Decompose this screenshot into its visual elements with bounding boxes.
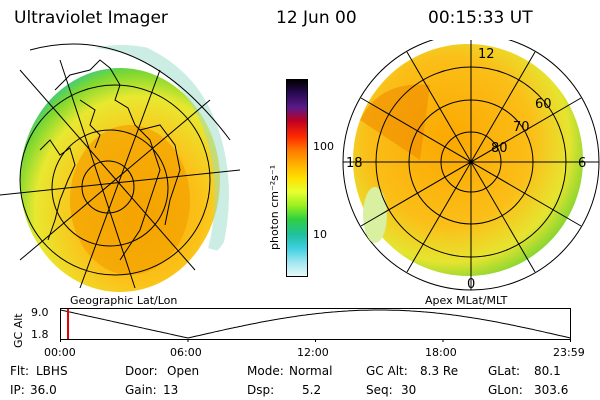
timeline-ymax-label: 9.0 xyxy=(31,306,49,319)
glat-value: 80.1 xyxy=(534,364,561,378)
right-map-caption: Apex MLat/MLT xyxy=(425,294,508,307)
ip-value: 36.0 xyxy=(30,383,57,397)
timeline-tick-0000: 00:00 xyxy=(44,346,76,359)
coastlines xyxy=(39,59,181,261)
seq-label: Seq: xyxy=(366,383,393,397)
seq-value: 30 xyxy=(401,383,417,397)
timeline-tick-1200: 12:00 xyxy=(297,346,329,359)
geographic-map xyxy=(0,43,241,292)
dsp-label: Dsp: xyxy=(247,383,275,397)
mlt-label-6: 6 xyxy=(578,156,587,171)
date-readout: 12 Jun 00 xyxy=(276,8,357,28)
mlt-label-0: 0 xyxy=(467,277,476,292)
timeline-tick-1800: 18:00 xyxy=(425,346,457,359)
lat-label-80: 80 xyxy=(491,141,508,156)
gain-value: 13 xyxy=(163,383,179,397)
gcalt-label: GC Alt: xyxy=(366,364,408,378)
glat-label: GLat: xyxy=(488,364,521,378)
color-bar xyxy=(286,79,308,277)
dsp-value: 5.2 xyxy=(302,383,322,397)
mode-value: Normal xyxy=(289,364,333,378)
door-value: Open xyxy=(167,364,200,378)
lat-label-60: 60 xyxy=(535,97,552,112)
gain-label: Gain: xyxy=(125,383,157,397)
glon-value: 303.6 xyxy=(534,383,569,397)
time-readout: 00:15:33 UT xyxy=(428,8,533,28)
left-map-caption: Geographic Lat/Lon xyxy=(70,294,178,307)
timeline-tick-2359: 23:59 xyxy=(553,346,585,359)
magnetic-polar-map xyxy=(342,40,600,291)
timeline-ymin-label: 1.8 xyxy=(31,328,49,341)
altitude-timeline xyxy=(60,308,571,342)
lat-label-70: 70 xyxy=(513,120,530,135)
instrument-title: Ultraviolet Imager xyxy=(14,8,168,28)
door-label: Door: xyxy=(125,364,158,378)
altitude-curve xyxy=(60,309,571,339)
lat-lon-grid xyxy=(0,43,241,289)
mlt-label-12: 12 xyxy=(478,47,495,62)
gcalt-value: 8.3 Re xyxy=(420,364,459,378)
flt-label: Flt: xyxy=(10,364,29,378)
flt-value: LBHS xyxy=(36,364,68,378)
mlt-label-18: 18 xyxy=(346,156,363,171)
colorbar-tick-10: 10 xyxy=(313,228,327,241)
colorbar-unit-label: photon cm⁻²s⁻¹ xyxy=(268,164,281,250)
timeline-axis-label: GC Alt xyxy=(12,313,25,348)
colorbar-tick-100: 100 xyxy=(313,140,334,153)
glon-label: GLon: xyxy=(488,383,523,397)
timeline-tick-0600: 06:00 xyxy=(170,346,202,359)
mlat-mlt-grid xyxy=(343,40,599,290)
ip-label: IP: xyxy=(10,383,25,397)
mode-label: Mode: xyxy=(247,364,284,378)
